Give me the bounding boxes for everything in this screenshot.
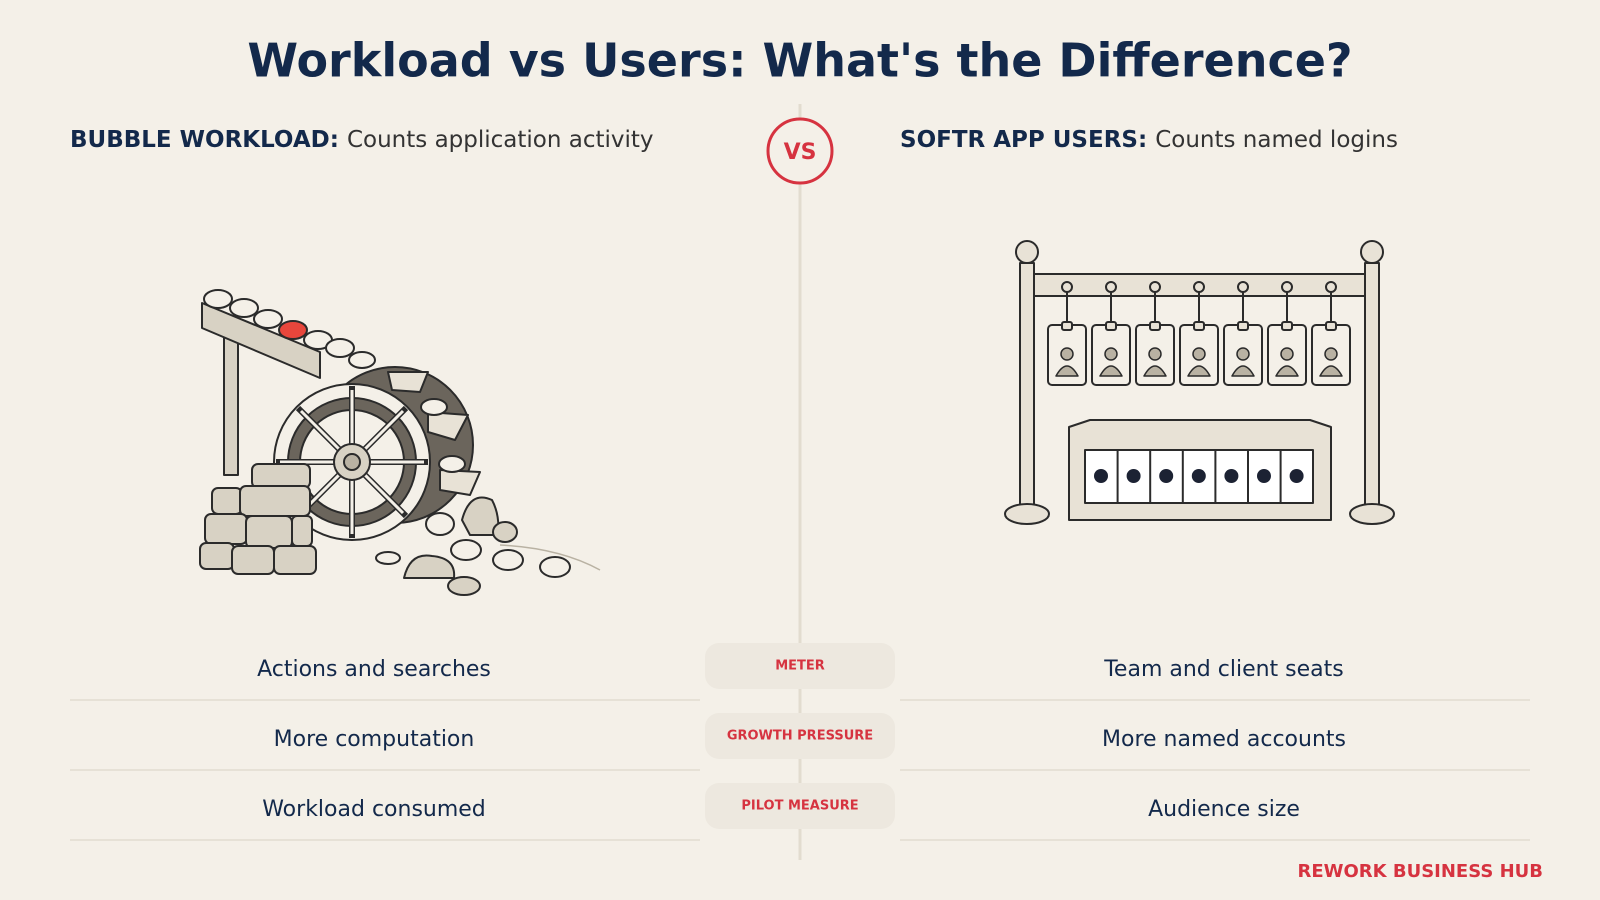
badge-ring bbox=[1193, 281, 1205, 293]
vs-badge bbox=[766, 117, 834, 185]
badge-head bbox=[1148, 347, 1162, 361]
box-dot bbox=[1224, 469, 1239, 483]
badge-slot bbox=[1105, 321, 1117, 331]
box-dot bbox=[1257, 469, 1271, 483]
row-pill bbox=[705, 783, 895, 829]
footer-brand: REWORK BUSINESS HUB bbox=[1297, 861, 1543, 882]
badge-slot bbox=[1325, 321, 1337, 331]
row-middle-label: PILOT MEASURE bbox=[741, 799, 858, 814]
badge-slot bbox=[1281, 321, 1293, 331]
badge-slot bbox=[1061, 321, 1073, 331]
badge-ring bbox=[1325, 281, 1337, 293]
row-left-text: Actions and searches bbox=[257, 657, 491, 682]
badge-head bbox=[1236, 347, 1250, 361]
right-description: Counts named logins bbox=[1155, 127, 1398, 153]
badge-body bbox=[1231, 365, 1255, 377]
title: Workload vs Users: What's the Difference… bbox=[247, 34, 1352, 88]
water-wheel-illustration bbox=[199, 289, 601, 596]
row-left-text: Workload consumed bbox=[262, 797, 486, 822]
row-middle-label: GROWTH PRESSURE bbox=[727, 729, 873, 744]
row-pill bbox=[705, 713, 895, 759]
badge-head bbox=[1324, 347, 1338, 361]
box-dot bbox=[1159, 469, 1174, 483]
row-pill bbox=[705, 643, 895, 689]
badge-body bbox=[1143, 365, 1167, 377]
row-right-text: Audience size bbox=[1148, 797, 1300, 822]
row-middle-label: METER bbox=[775, 659, 825, 674]
box-dot bbox=[1126, 469, 1141, 483]
row-left-text: More computation bbox=[274, 727, 475, 752]
badge-slot bbox=[1193, 321, 1205, 331]
box-dot bbox=[1289, 469, 1304, 483]
vs-text: VS bbox=[784, 140, 817, 165]
badge-body bbox=[1187, 365, 1211, 377]
left-description: Counts application activity bbox=[347, 127, 654, 153]
badge-head bbox=[1280, 347, 1294, 361]
badge-body bbox=[1055, 365, 1079, 377]
badge-body bbox=[1099, 365, 1123, 377]
badge-rack-illustration bbox=[1004, 240, 1395, 525]
right-heading: SOFTR APP USERS: Counts named logins bbox=[900, 127, 1398, 153]
badge-ring bbox=[1149, 281, 1161, 293]
badge-ring bbox=[1061, 281, 1073, 293]
badge-ring bbox=[1281, 281, 1293, 293]
right-label: SOFTR APP USERS: bbox=[900, 127, 1147, 153]
left-heading: BUBBLE WORKLOAD: Counts application activ… bbox=[70, 127, 654, 153]
row-right-text: More named accounts bbox=[1102, 727, 1346, 752]
box-dot bbox=[1191, 469, 1206, 483]
row-right-text: Team and client seats bbox=[1103, 657, 1344, 682]
badge-body bbox=[1319, 365, 1343, 377]
badge-ring bbox=[1237, 281, 1249, 293]
badge-slot bbox=[1149, 321, 1161, 331]
left-label: BUBBLE WORKLOAD: bbox=[70, 127, 339, 153]
badge-head bbox=[1104, 347, 1118, 361]
badge-head bbox=[1192, 347, 1206, 361]
badge-body bbox=[1275, 365, 1299, 377]
badge-head bbox=[1060, 347, 1074, 361]
box-dot bbox=[1094, 469, 1108, 483]
badge-ring bbox=[1105, 281, 1117, 293]
badge-slot bbox=[1237, 321, 1249, 331]
